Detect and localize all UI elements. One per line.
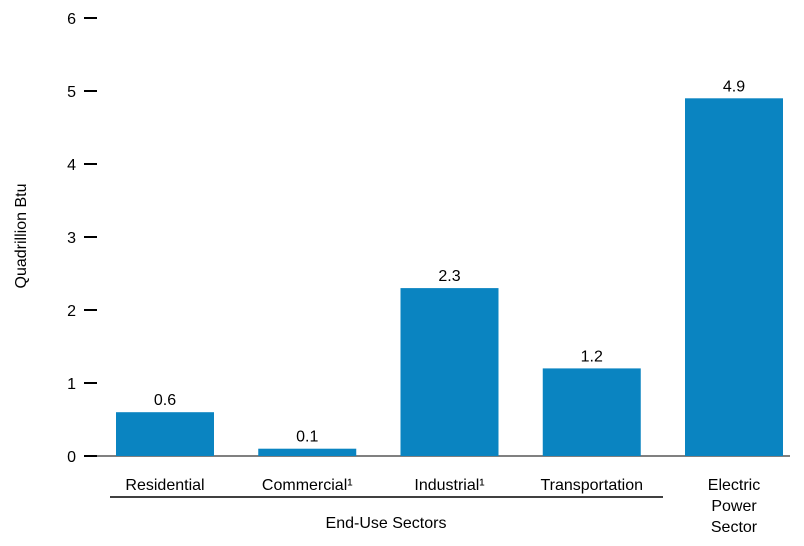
- bar: [542, 368, 641, 456]
- bar: [258, 448, 357, 456]
- x-category-label: Transportation: [540, 477, 643, 494]
- x-axis-labels: Residential Commercial¹ Industrial¹ Transpo…: [125, 477, 760, 536]
- bar-value-label: 0.1: [296, 429, 318, 446]
- bar-value-label: 1.2: [581, 348, 603, 365]
- bar: [685, 98, 783, 457]
- y-tick-label: 0: [67, 449, 76, 466]
- y-tick-label: 3: [67, 230, 76, 247]
- bar-value-label: 0.6: [154, 392, 176, 409]
- y-axis-label: Quadrillion Btu: [13, 184, 30, 289]
- x-category-label: Electric Power Sector: [708, 477, 760, 536]
- bar-value-label: 4.9: [723, 78, 745, 95]
- y-tick-label: 6: [67, 11, 76, 28]
- bars: 0.6 0.1 2.3 1.2 4.9: [116, 78, 783, 457]
- y-tick-label: 5: [67, 84, 76, 101]
- y-tick-label: 2: [67, 303, 76, 320]
- x-category-label: Commercial¹: [262, 477, 353, 494]
- y-tick-label: 4: [67, 157, 76, 174]
- bar: [116, 412, 214, 456]
- y-tick-label: 1: [67, 376, 76, 393]
- bar-value-label: 2.3: [438, 268, 460, 285]
- x-category-label: Residential: [125, 477, 204, 494]
- bar: [400, 288, 499, 456]
- x-category-label: Industrial¹: [414, 477, 484, 494]
- end-use-group-label: End-Use Sectors: [326, 515, 447, 532]
